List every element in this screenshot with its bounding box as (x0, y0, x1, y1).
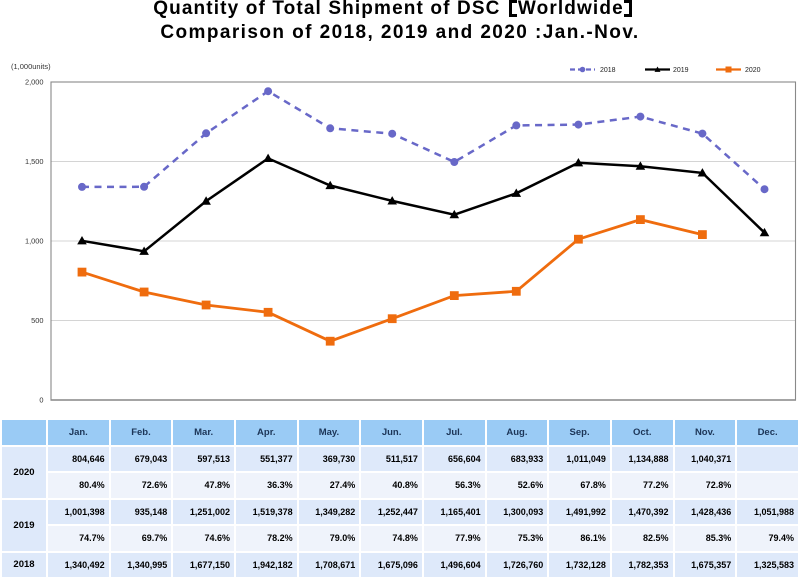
svg-text:0: 0 (39, 396, 43, 405)
svg-text:2,000: 2,000 (25, 78, 44, 87)
svg-text:1,500: 1,500 (25, 157, 44, 166)
svg-text:1,000: 1,000 (25, 237, 44, 246)
svg-text:2019: 2019 (673, 67, 689, 74)
svg-text:500: 500 (31, 316, 43, 325)
svg-text:2020: 2020 (745, 67, 761, 74)
svg-text:(1,000units): (1,000units) (11, 62, 51, 71)
svg-text:2018: 2018 (600, 67, 616, 74)
